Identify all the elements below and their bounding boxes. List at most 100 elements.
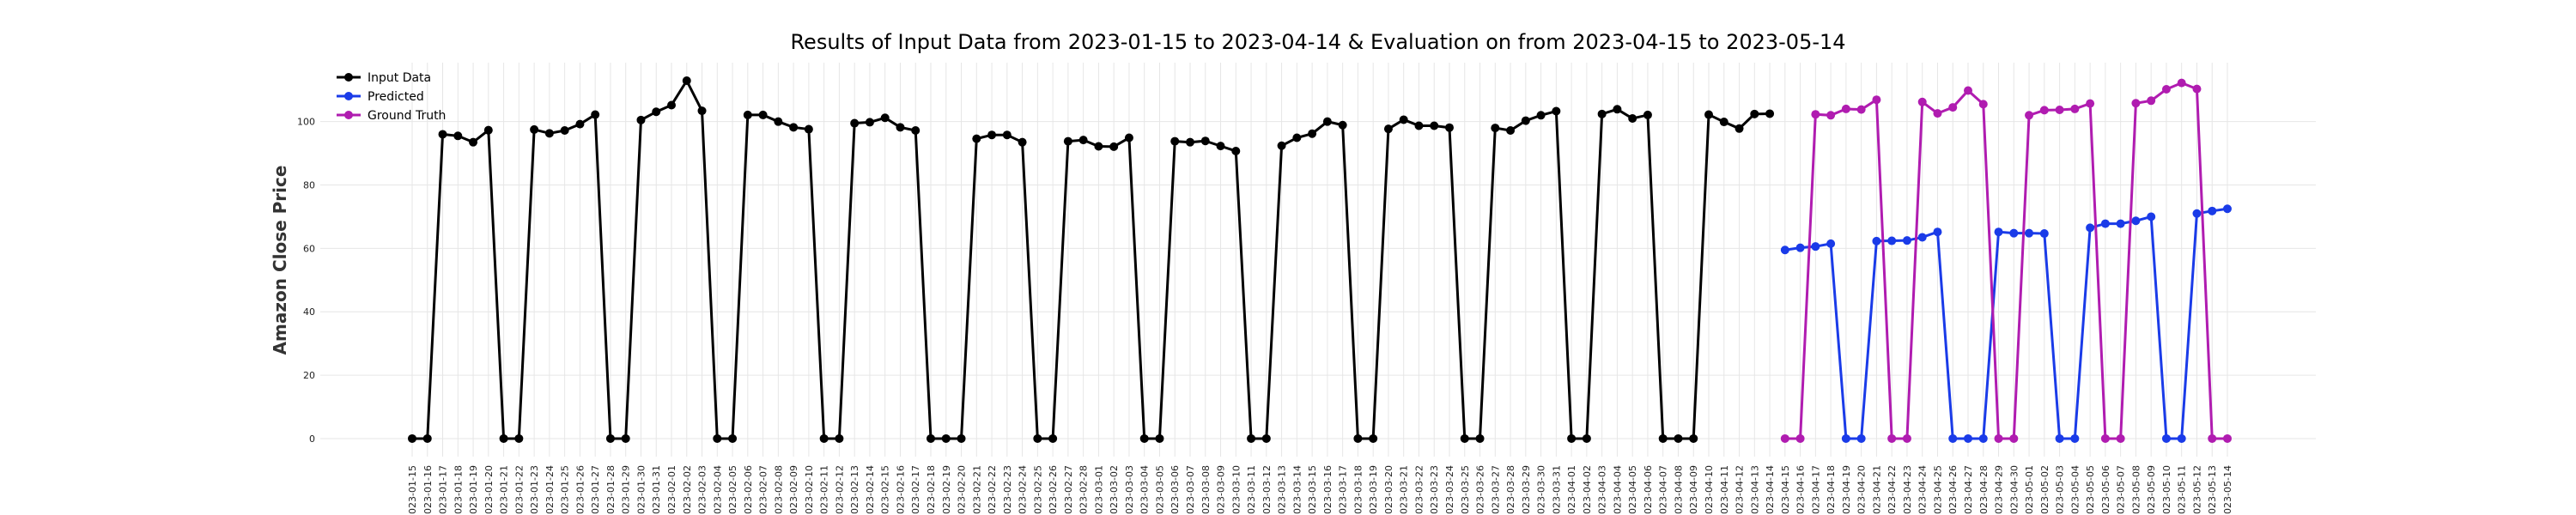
- data-point: [1811, 242, 1820, 251]
- x-tick-label: 2023-03-18: [1352, 465, 1364, 515]
- data-point: [2086, 223, 2095, 233]
- data-point: [667, 100, 676, 110]
- data-point: [1658, 433, 1668, 443]
- data-point: [1841, 104, 1850, 113]
- data-point: [1430, 121, 1439, 130]
- x-tick-label: 2023-01-31: [651, 465, 662, 515]
- x-tick-label: 2023-04-23: [1902, 465, 1913, 515]
- data-point: [957, 433, 966, 443]
- data-point: [2055, 106, 2064, 115]
- y-axis-label: Amazon Close Price: [270, 166, 290, 355]
- data-point: [499, 433, 508, 443]
- x-tick-label: 2023-04-01: [1566, 465, 1577, 515]
- data-point: [2177, 433, 2186, 443]
- x-tick-label: 2023-01-30: [635, 465, 647, 515]
- x-tick-label: 2023-02-13: [849, 465, 860, 515]
- data-point: [1094, 142, 1103, 151]
- data-point: [896, 123, 905, 132]
- data-point: [2070, 433, 2080, 443]
- data-point: [1613, 105, 1622, 114]
- series-line: [1784, 82, 2227, 440]
- x-tick-label: 2023-03-31: [1551, 465, 1562, 515]
- x-tick-label: 2023-02-09: [788, 465, 799, 515]
- data-point: [804, 124, 813, 134]
- x-tick-label: 2023-04-17: [1810, 465, 1821, 515]
- data-point: [1139, 433, 1149, 443]
- x-tick-label: 2023-04-27: [1963, 465, 1974, 515]
- data-point: [1994, 227, 2003, 237]
- x-tick-label: 2023-02-02: [682, 465, 693, 515]
- x-tick-label: 2023-01-19: [468, 465, 479, 515]
- x-tick-label: 2023-01-18: [453, 465, 464, 515]
- x-tick-label: 2023-02-12: [834, 465, 845, 515]
- data-point: [530, 124, 539, 134]
- x-tick-label: 2023-02-14: [865, 465, 876, 515]
- x-tick-label: 2023-04-14: [1765, 465, 1776, 515]
- x-tick-label: 2023-02-22: [987, 465, 998, 515]
- data-point: [2177, 78, 2186, 88]
- x-tick-label: 2023-01-29: [621, 465, 632, 515]
- x-tick-label: 2023-02-06: [743, 465, 754, 515]
- x-tick-label: 2023-05-10: [2161, 465, 2172, 515]
- x-tick-label: 2023-03-14: [1291, 465, 1303, 515]
- data-point: [2192, 209, 2202, 218]
- data-point: [2223, 433, 2232, 443]
- data-point: [1887, 236, 1897, 245]
- data-point: [2147, 212, 2156, 221]
- data-point: [697, 106, 707, 116]
- series-line: [412, 77, 1771, 440]
- x-tick-label: 2023-02-26: [1048, 465, 1059, 515]
- data-point: [652, 107, 661, 117]
- data-point: [1643, 110, 1652, 119]
- data-point: [1872, 236, 1881, 245]
- x-tick-label: 2023-02-20: [957, 465, 968, 515]
- data-point: [2039, 229, 2049, 239]
- data-point: [758, 110, 768, 119]
- data-point: [1948, 103, 1958, 112]
- x-tick-label: 2023-03-07: [1185, 465, 1196, 515]
- x-tick-label: 2023-03-15: [1307, 465, 1318, 515]
- data-point: [2116, 219, 2125, 228]
- x-tick-label: 2023-04-07: [1658, 465, 1669, 515]
- data-point: [2025, 228, 2034, 238]
- data-point: [1383, 124, 1393, 134]
- y-tick-label: 40: [303, 306, 315, 318]
- x-tick-label: 2023-01-23: [529, 465, 540, 515]
- x-tick-label: 2023-02-24: [1018, 465, 1029, 515]
- data-point: [1475, 433, 1485, 443]
- x-tick-label: 2023-03-30: [1536, 465, 1547, 515]
- x-tick-label: 2023-05-12: [2191, 465, 2202, 515]
- x-tick-label: 2023-03-24: [1444, 465, 1455, 515]
- x-tick-label: 2023-02-16: [895, 465, 906, 515]
- data-point: [2192, 84, 2202, 94]
- data-point: [1856, 105, 1866, 114]
- data-point: [1186, 137, 1194, 147]
- data-point: [560, 126, 569, 136]
- x-tick-label: 2023-04-15: [1780, 465, 1791, 515]
- data-point: [2100, 219, 2110, 228]
- data-point: [1795, 433, 1805, 443]
- data-point: [1826, 239, 1836, 248]
- x-tick-label: 2023-03-21: [1399, 465, 1410, 515]
- data-point: [850, 118, 860, 128]
- data-point: [972, 134, 981, 143]
- legend-marker: [344, 73, 353, 82]
- x-tick-label: 2023-04-20: [1856, 465, 1868, 515]
- x-tick-label: 2023-03-25: [1460, 465, 1471, 515]
- x-tick-label: 2023-04-28: [1978, 465, 1990, 515]
- data-point: [2208, 206, 2217, 215]
- data-point: [789, 123, 799, 132]
- data-point: [1704, 110, 1713, 119]
- x-tick-label: 2023-03-22: [1413, 465, 1425, 515]
- x-tick-label: 2023-04-16: [1795, 465, 1807, 515]
- data-point: [575, 119, 585, 129]
- x-tick-label: 2023-01-22: [513, 465, 525, 515]
- legend-marker: [344, 92, 353, 100]
- data-point: [774, 117, 783, 126]
- data-point: [1719, 118, 1728, 127]
- x-tick-label: 2023-02-21: [971, 465, 982, 515]
- x-tick-label: 2023-04-10: [1704, 465, 1715, 515]
- data-point: [1674, 433, 1683, 443]
- x-tick-label: 2023-03-06: [1170, 465, 1181, 515]
- data-point: [483, 125, 493, 135]
